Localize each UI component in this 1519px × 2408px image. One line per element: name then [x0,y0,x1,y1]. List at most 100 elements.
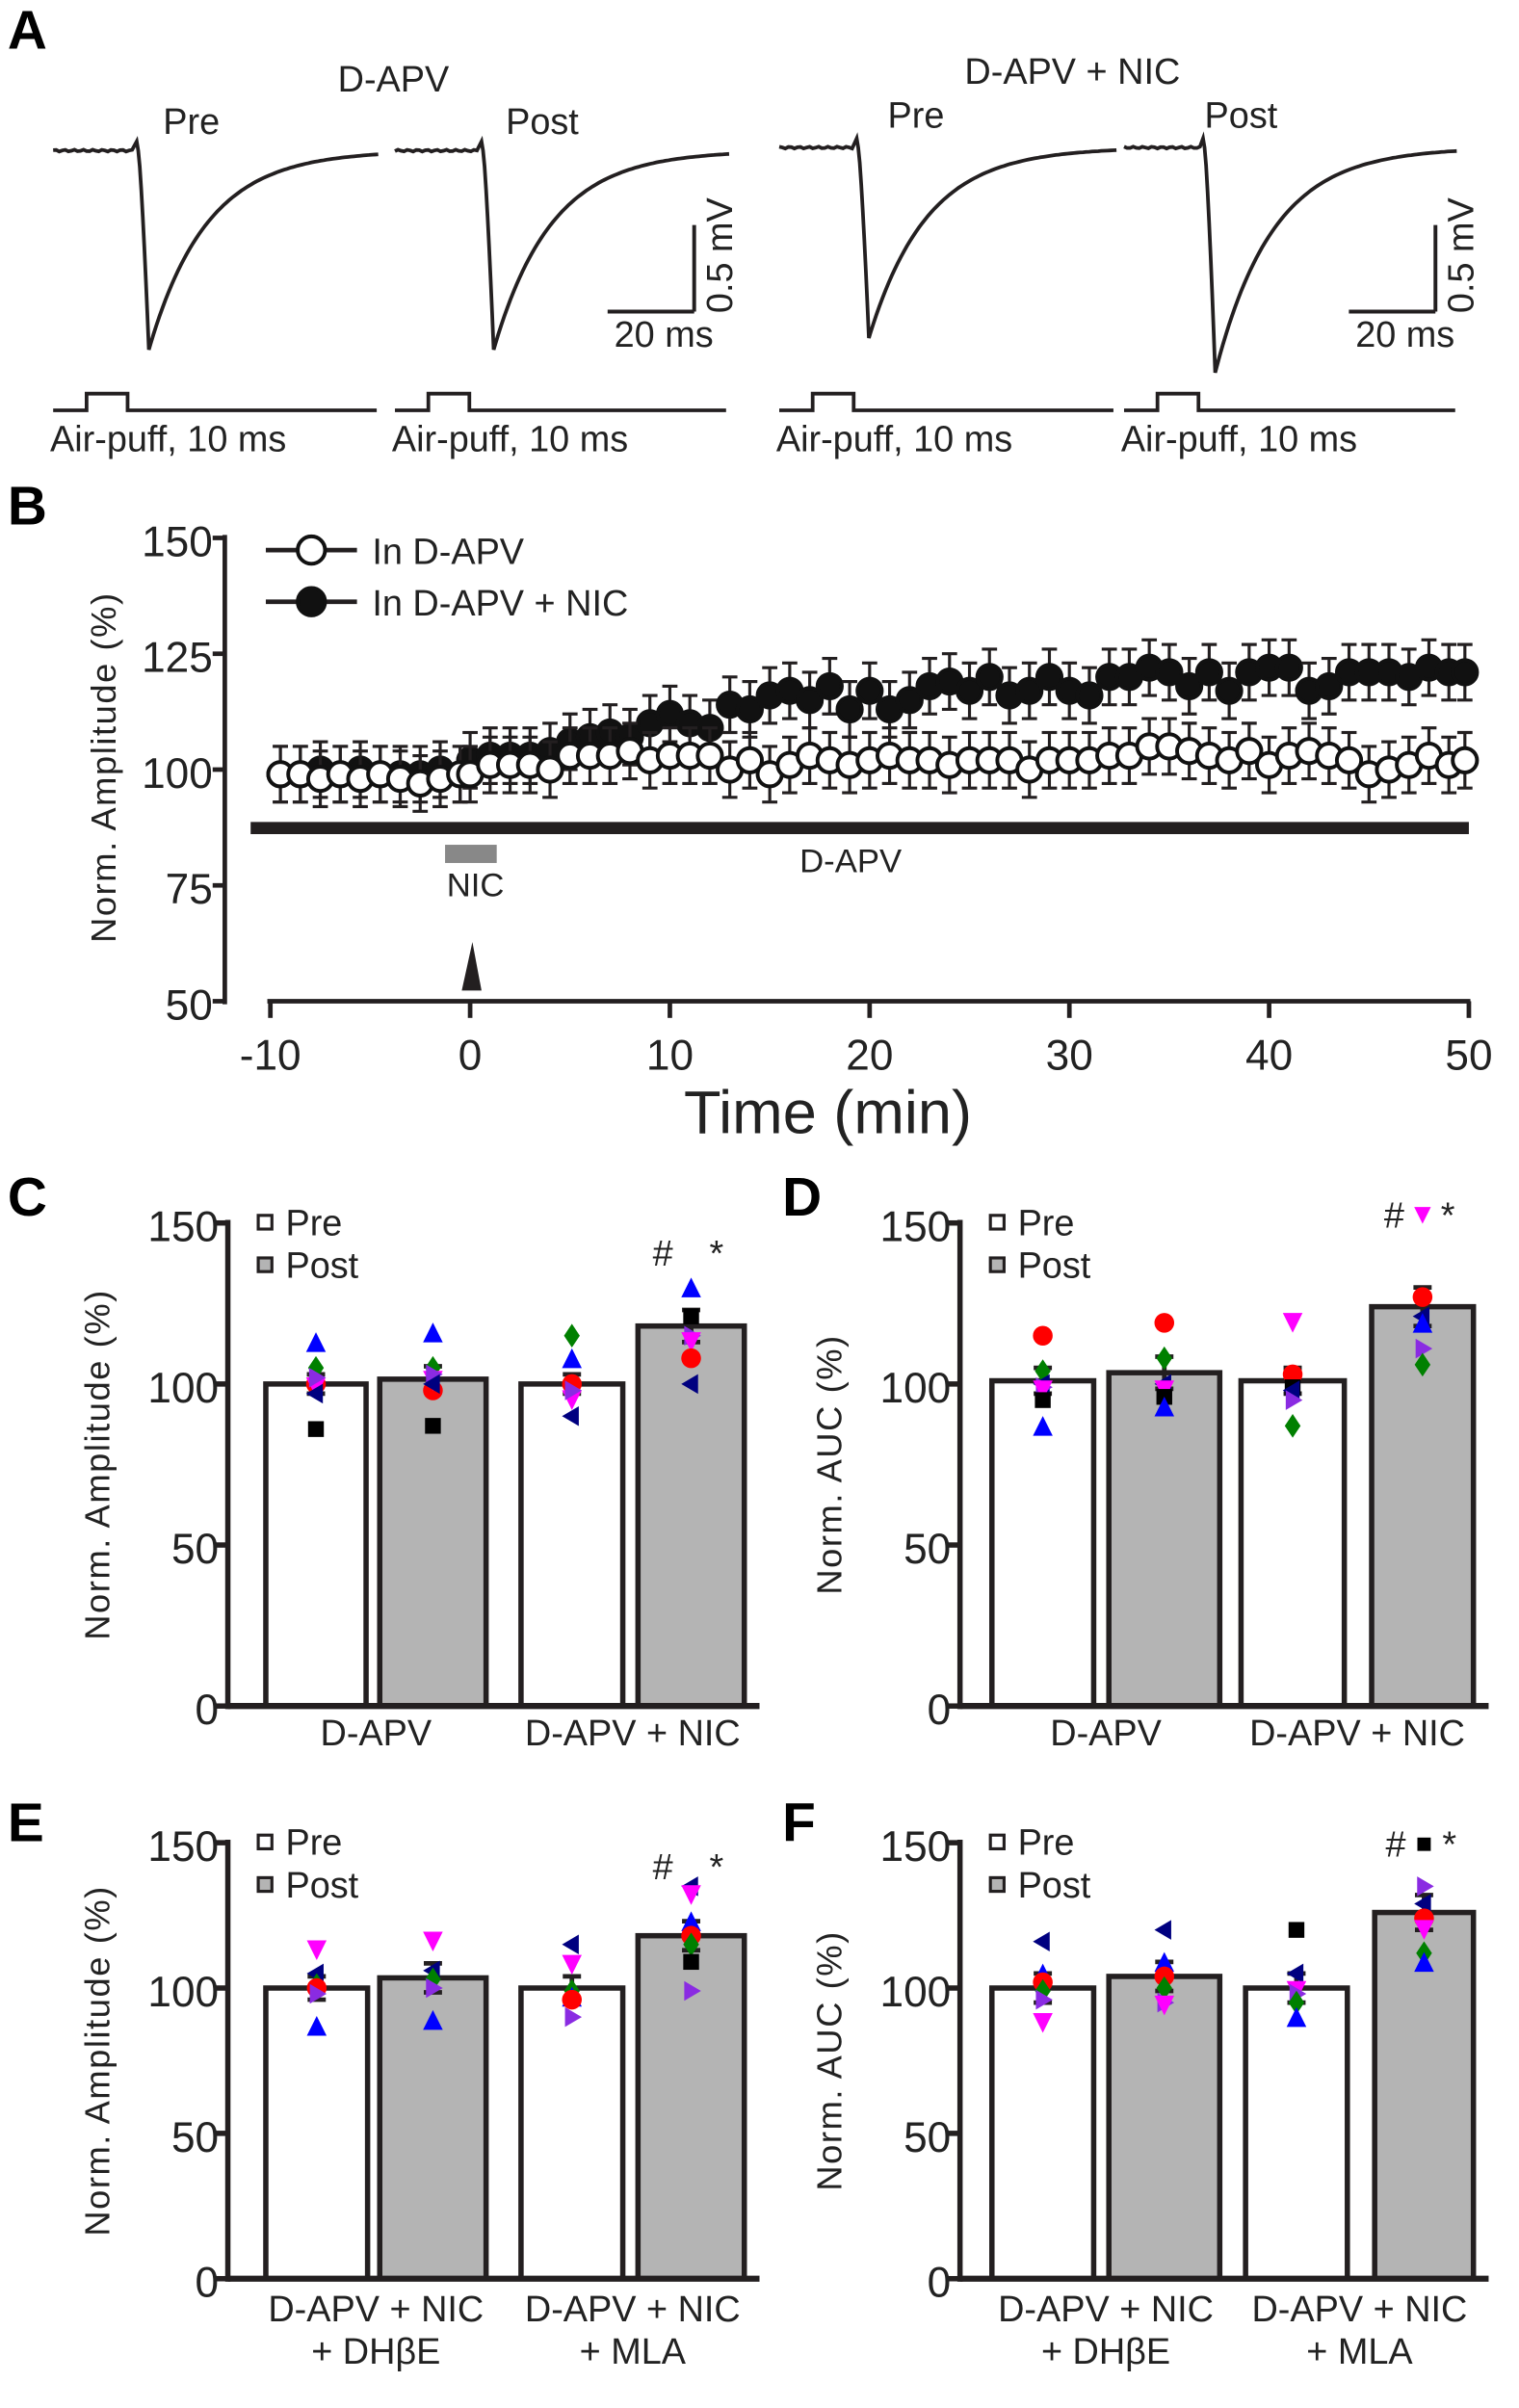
y-axis-label: Norm. AUC (%) [810,1930,850,2190]
filled-circle-point [975,663,1004,692]
point-up [306,2015,327,2036]
point-lt [305,1383,324,1404]
significance-hash: # [653,1847,673,1888]
point-rt [1415,1338,1433,1359]
legend-swatch-post [256,1875,274,1894]
time-scale-label: 20 ms [1355,315,1454,355]
time-scale-label: 20 ms [615,315,714,355]
panel-a-traces: D-APV Pre Air-puff, 10 ms Post Air-puff, 10 … [50,52,1482,460]
filled-circle-point [1155,658,1184,687]
significance-star: * [709,1234,723,1274]
point-square [1288,1922,1305,1938]
filled-circle-point [1075,681,1104,710]
point-up [305,1332,327,1352]
open-circle-point [1451,746,1480,774]
x-tick-label: 50 [1445,1032,1492,1079]
point-dn [681,1332,701,1352]
category-label: D-APV + NIC [1249,1714,1465,1754]
category-label: D-APV [321,1714,432,1754]
point-dn [1282,1313,1303,1333]
pre-bar [263,1985,371,2282]
open-circle-point [1334,746,1364,774]
point-rt [426,1364,443,1385]
point-lt [1286,1963,1304,1984]
nic-application-bar [445,845,497,863]
point-dn [562,1954,582,1976]
point-dn [423,1931,443,1951]
point-circle [1282,1364,1303,1385]
category-label: + MLA [580,2332,687,2372]
legend-label: Pre [1018,1203,1075,1243]
point-square [1417,1837,1431,1851]
y-tick-label: 50 [171,1526,219,1573]
voltage-trace [778,132,1117,339]
filled-circle-point [815,671,844,700]
legend-label: Post [1018,1866,1091,1906]
y-tick-label: 50 [904,2114,951,2161]
legend-label: Pre [285,1203,342,1243]
category-label: D-APV + NIC [525,1714,741,1754]
trace-label: Post [1205,96,1278,137]
category-label: + DHβE [311,2332,440,2372]
legend-swatch-post [988,1875,1006,1894]
point-circle [681,1348,701,1369]
legend-label: Post [285,1866,358,1906]
y-tick-label: 100 [147,1969,219,2016]
voltage-scale-label: 0.5 mV [1442,196,1482,313]
y-tick-label: 0 [196,2260,220,2307]
point-up [562,1348,582,1369]
filled-circle-point [1194,658,1223,687]
panel-b-timecourse: 50 75 100 125 150 -10 0 10 20 30 40 50 Time (min) Nor… [84,518,1493,1146]
point-square [683,1953,699,1971]
point-rt [564,2006,582,2028]
point-square [1034,1392,1051,1408]
point-dn [1033,2012,1053,2033]
open-circle-point [1235,737,1264,766]
legend-swatch-pre [256,1214,274,1231]
point-rt [426,1977,443,1999]
legend-swatch-post [256,1256,274,1273]
open-circle-point [735,746,764,774]
point-up [1414,1951,1434,1973]
point-circle [562,1989,582,2010]
legend-label: In D-APV + NIC [372,584,628,624]
y-tick-label: 50 [166,982,213,1029]
panel-label-d: D [782,1167,822,1228]
y-tick-label: 0 [928,1687,952,1734]
stimulus-trace [1123,391,1455,412]
post-bar [1372,1909,1477,2282]
voltage-trace [1123,131,1457,374]
y-tick-label: 150 [880,1204,952,1251]
x-tick-label: 40 [1245,1032,1293,1079]
legend-label: Post [1018,1245,1091,1286]
filled-circle-point [1315,671,1344,700]
point-dn [1033,1380,1053,1400]
point-up [1412,1313,1433,1333]
filled-circle-point [955,676,984,705]
filled-circle-point [1015,676,1044,705]
point-dia [1156,1346,1172,1371]
y-tick-label: 75 [166,866,213,913]
point-dn [1414,1207,1431,1224]
legend-swatch-pre [988,1214,1006,1231]
x-tick-label: 10 [646,1032,694,1079]
point-dia [563,1323,580,1348]
y-tick-label: 150 [147,1823,219,1871]
legend-label: Pre [1018,1823,1075,1864]
point-dia [1414,1352,1431,1377]
point-square [683,1308,699,1324]
panel-label-a: A [8,1,47,62]
point-rt [564,1380,582,1400]
open-circle-point [536,755,564,784]
point-dn [681,1885,701,1905]
trace-label: Pre [163,102,220,143]
stimulus-trace [395,391,726,412]
point-dia [1284,1414,1301,1438]
trace-group-title: D-APV [338,60,450,100]
y-tick-label: 0 [928,2260,952,2307]
panel-d-bar-chart: 0 50 100 150 Norm. AUC (%) D-APV D-APV + NIC Pr… [810,1195,1489,1754]
point-lt [1282,1380,1300,1400]
point-rt [684,1980,701,2002]
